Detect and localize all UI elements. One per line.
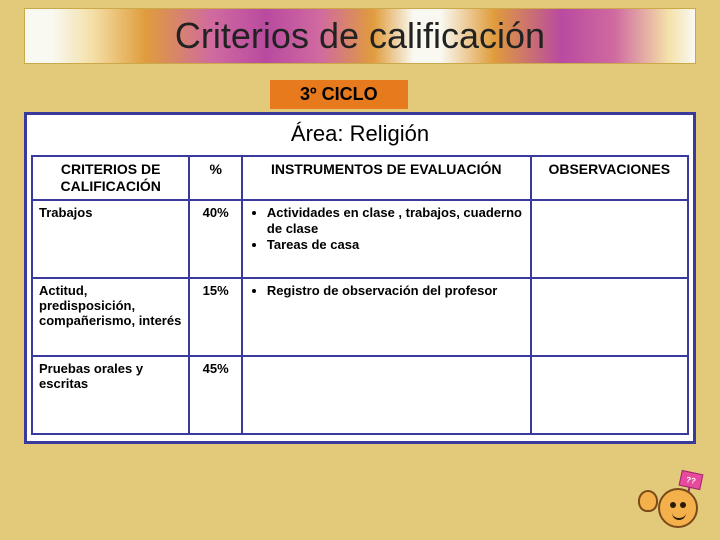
instrument-item: Actividades en clase , trabajos, cuadern… (267, 205, 524, 238)
table-header-row: CRITERIOS DE CALIFICACIÓN % INSTRUMENTOS… (32, 156, 688, 200)
th-percent: % (189, 156, 241, 200)
page-title: Criterios de calificación (175, 15, 545, 57)
instruments-list: Registro de observación del profesor (249, 283, 524, 299)
cell-criteria: Pruebas orales y escritas (32, 356, 189, 434)
cell-observations (531, 278, 688, 356)
instrument-item: Registro de observación del profesor (267, 283, 524, 299)
cell-criteria: Actitud, predisposición, compañerismo, i… (32, 278, 189, 356)
table-row: Actitud, predisposición, compañerismo, i… (32, 278, 688, 356)
cell-observations (531, 356, 688, 434)
cell-instruments: Registro de observación del profesor (242, 278, 531, 356)
cell-instruments: Actividades en clase , trabajos, cuadern… (242, 200, 531, 278)
th-observations: OBSERVACIONES (531, 156, 688, 200)
cell-percent: 15% (189, 278, 241, 356)
cell-percent: 40% (189, 200, 241, 278)
cycle-badge: 3º CICLO (270, 80, 408, 109)
th-instruments: INSTRUMENTOS DE EVALUACIÓN (242, 156, 531, 200)
area-title: Área: Religión (27, 115, 693, 155)
cell-percent: 45% (189, 356, 241, 434)
table-row: Trabajos 40% Actividades en clase , trab… (32, 200, 688, 278)
table-row: Pruebas orales y escritas 45% (32, 356, 688, 434)
cell-instruments (242, 356, 531, 434)
instruments-list: Actividades en clase , trabajos, cuadern… (249, 205, 524, 254)
cell-observations (531, 200, 688, 278)
criteria-table: CRITERIOS DE CALIFICACIÓN % INSTRUMENTOS… (31, 155, 689, 435)
cell-criteria: Trabajos (32, 200, 189, 278)
th-criteria: CRITERIOS DE CALIFICACIÓN (32, 156, 189, 200)
area-frame: Área: Religión CRITERIOS DE CALIFICACIÓN… (24, 112, 696, 444)
mascot-icon: ?? (638, 472, 698, 528)
title-band: Criterios de calificación (24, 8, 696, 64)
instrument-item: Tareas de casa (267, 237, 524, 253)
